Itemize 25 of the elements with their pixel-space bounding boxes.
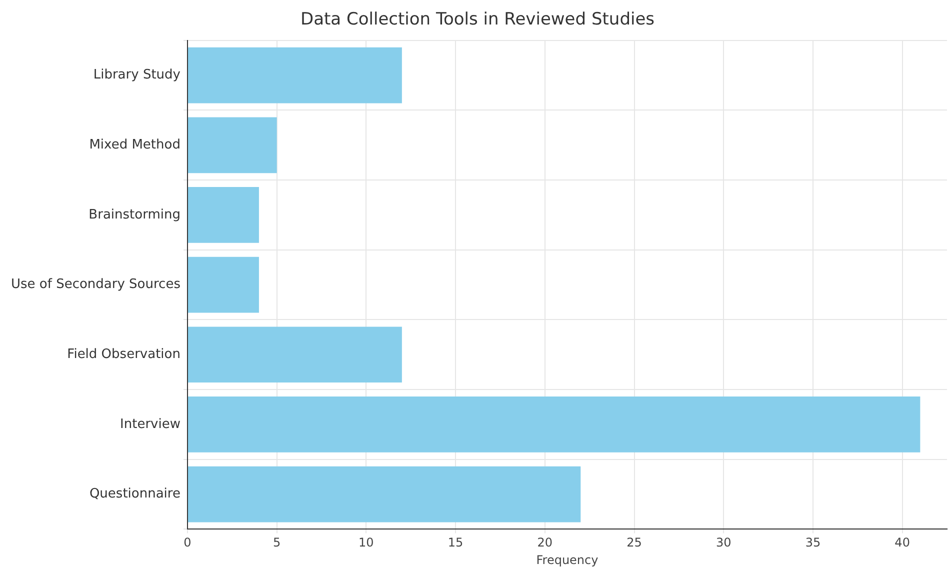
x-tick-label: 5 [273, 536, 281, 550]
x-tick-label: 25 [626, 536, 642, 550]
y-tick-label: Library Study [93, 68, 181, 83]
bar [188, 326, 402, 383]
chart-title: Data Collection Tools in Reviewed Studies [300, 10, 655, 30]
y-tick-label: Field Observation [67, 347, 180, 362]
bar [188, 187, 259, 243]
y-tick-label: Interview [120, 416, 181, 432]
y-tick-label: Use of Secondary Sources [11, 277, 181, 292]
y-tick-label: Mixed Method [89, 138, 180, 153]
bar [188, 47, 402, 104]
x-tick-label: 30 [716, 536, 732, 550]
x-tick-label: 0 [184, 536, 192, 550]
x-tick-label: 15 [448, 536, 464, 550]
y-tick-label: Questionnaire [89, 486, 180, 502]
x-tick-label: 20 [537, 536, 553, 550]
x-axis-title: Frequency [536, 552, 598, 567]
x-tick-label: 10 [358, 536, 374, 550]
bar [188, 396, 920, 452]
x-tick-label: 35 [805, 536, 821, 550]
bar [188, 117, 277, 174]
x-tick-label: 40 [894, 536, 910, 550]
y-tick-label: Brainstorming [88, 207, 180, 222]
bar [188, 466, 581, 522]
bar [188, 256, 259, 313]
